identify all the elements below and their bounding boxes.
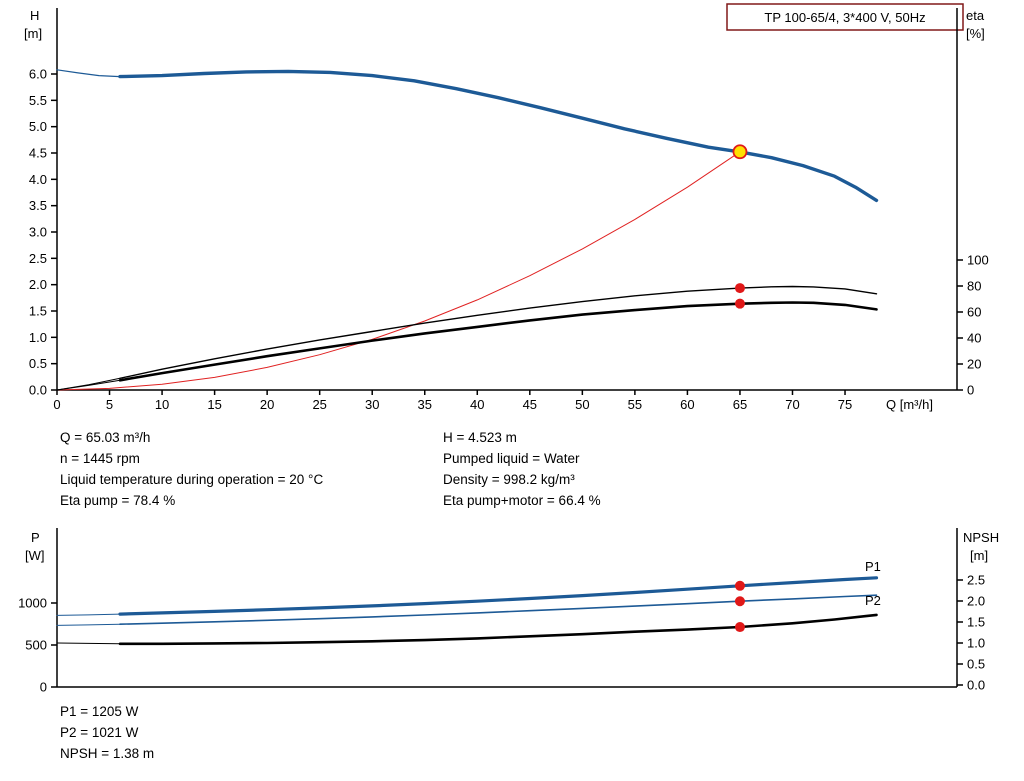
eta-pump-point-dot xyxy=(734,283,745,294)
x-tick-label: 60 xyxy=(680,397,694,412)
h-tick-label: 6.0 xyxy=(29,66,47,81)
eta-pump-motor-point-dot xyxy=(734,298,745,309)
duty-point-marker[interactable] xyxy=(732,144,748,160)
info-line-n: n = 1445 rpm xyxy=(60,451,140,466)
series-npsh-curve-lead xyxy=(56,642,121,645)
eta-tick-label: 20 xyxy=(967,357,981,372)
info-line-liquid: Pumped liquid = Water xyxy=(443,451,580,466)
h-tick-label: 1.5 xyxy=(29,303,47,318)
h-tick-label: 5.0 xyxy=(29,119,47,134)
h-tick-label: 5.5 xyxy=(29,93,47,108)
x-tick-label: 10 xyxy=(155,397,169,412)
axis-title: [m] xyxy=(970,548,988,563)
series-eta-pump-curve xyxy=(119,285,878,379)
npsh-tick-label: 0.0 xyxy=(967,678,985,693)
h-tick-label: 2.5 xyxy=(29,251,47,266)
axis-title: eta xyxy=(966,8,985,23)
x-tick-label: 5 xyxy=(106,397,113,412)
eta-tick-label: 40 xyxy=(967,331,981,346)
p1-point-dot xyxy=(734,580,745,591)
eta-tick-label: 60 xyxy=(967,305,981,320)
h-tick-label: 4.5 xyxy=(29,145,47,160)
x-tick-label: 70 xyxy=(785,397,799,412)
axis-title: [m] xyxy=(24,26,42,41)
series-npsh-curve xyxy=(118,613,878,646)
h-tick-label: 0.0 xyxy=(29,383,47,398)
info-line-eta-tot: Eta pump+motor = 66.4 % xyxy=(443,493,601,508)
result-line-p1: P1 = 1205 W xyxy=(60,704,139,719)
h-tick-label: 0.5 xyxy=(29,356,47,371)
h-tick-label: 3.5 xyxy=(29,198,47,213)
axis-title: [%] xyxy=(966,26,985,41)
curve-label-p1: P1 xyxy=(865,559,881,574)
series-p2-curve xyxy=(119,594,878,626)
x-tick-label: 30 xyxy=(365,397,379,412)
axis-title: P xyxy=(31,530,40,545)
curve-label-p2: P2 xyxy=(865,593,881,608)
h-tick-label: 2.0 xyxy=(29,277,47,292)
p-tick-label: 500 xyxy=(25,638,47,653)
info-line-q: Q = 65.03 m³/h xyxy=(60,430,151,445)
p-tick-label: 1000 xyxy=(18,596,47,611)
series-head-curve xyxy=(118,69,879,203)
info-line-h: H = 4.523 m xyxy=(443,430,517,445)
series-p2-curve-lead xyxy=(56,623,121,626)
npsh-tick-label: 0.5 xyxy=(967,657,985,672)
x-tick-label: 35 xyxy=(418,397,432,412)
x-tick-label: 65 xyxy=(733,397,747,412)
npsh-tick-label: 1.0 xyxy=(967,636,985,651)
series-eta-pump-motor-curve-lead xyxy=(56,379,121,391)
operating-point-info-left: Q = 65.03 m³/h n = 1445 rpm Liquid tempe… xyxy=(60,427,323,511)
power-npsh-results: P1 = 1205 W P2 = 1021 W NPSH = 1.38 m xyxy=(60,701,154,764)
result-line-p2: P2 = 1021 W xyxy=(60,725,139,740)
x-axis-title: Q [m³/h] xyxy=(886,397,933,412)
series-head-curve-lead xyxy=(56,69,121,78)
h-tick-label: 1.0 xyxy=(29,330,47,345)
info-line-eta: Eta pump = 78.4 % xyxy=(60,493,176,508)
pump-type-label: TP 100-65/4, 3*400 V, 50Hz xyxy=(764,10,925,25)
h-tick-label: 3.0 xyxy=(29,224,47,239)
eta-tick-label: 100 xyxy=(967,253,989,268)
x-tick-label: 50 xyxy=(575,397,589,412)
axis-title: [W] xyxy=(25,548,45,563)
x-tick-label: 20 xyxy=(260,397,274,412)
eta-tick-label: 0 xyxy=(967,383,974,398)
series-p1-curve xyxy=(118,576,879,616)
p2-point-dot xyxy=(734,596,745,607)
npsh-tick-label: 2.5 xyxy=(967,573,985,588)
series-p1-curve-lead xyxy=(56,613,121,616)
operating-point-info-right: H = 4.523 m Pumped liquid = Water Densit… xyxy=(443,427,601,511)
h-tick-label: 4.0 xyxy=(29,172,47,187)
series-eta-pump-motor-curve xyxy=(118,301,878,382)
p-tick-label: 0 xyxy=(40,680,47,695)
eta-tick-label: 80 xyxy=(967,279,981,294)
x-tick-label: 55 xyxy=(628,397,642,412)
series-system-curve xyxy=(56,151,741,391)
x-tick-label: 45 xyxy=(523,397,537,412)
x-tick-label: 15 xyxy=(207,397,221,412)
pump-type-box xyxy=(726,3,964,31)
x-tick-label: 0 xyxy=(53,397,60,412)
info-line-temp: Liquid temperature during operation = 20… xyxy=(60,472,324,487)
npsh-tick-label: 2.0 xyxy=(967,594,985,609)
axis-title: H xyxy=(30,8,39,23)
x-tick-label: 25 xyxy=(312,397,326,412)
info-line-density: Density = 998.2 kg/m³ xyxy=(443,472,575,487)
x-tick-label: 75 xyxy=(838,397,852,412)
npsh-point-dot xyxy=(734,622,745,633)
npsh-tick-label: 1.5 xyxy=(967,615,985,630)
result-line-npsh: NPSH = 1.38 m xyxy=(60,746,155,761)
x-tick-label: 40 xyxy=(470,397,484,412)
axis-title: NPSH xyxy=(963,530,999,545)
